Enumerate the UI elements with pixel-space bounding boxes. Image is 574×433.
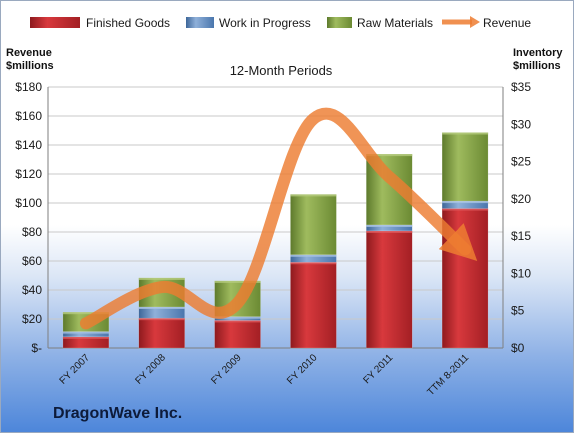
bar-finished-goods bbox=[214, 320, 261, 349]
left-axis-tick-label: $160 bbox=[15, 109, 42, 123]
left-axis-tick-label: $140 bbox=[15, 138, 42, 152]
company-name: DragonWave Inc. bbox=[53, 405, 183, 422]
bar-highlight-work-in-progress bbox=[366, 224, 413, 227]
bar-highlight-finished-goods bbox=[442, 208, 489, 211]
left-axis-tick-label: $180 bbox=[15, 80, 42, 94]
left-axis-tick-label: $- bbox=[31, 341, 42, 355]
left-axis-tick-label: $80 bbox=[22, 225, 42, 239]
bar-highlight-work-in-progress bbox=[138, 306, 185, 309]
category-label: FY 2007 bbox=[58, 352, 93, 387]
category-label: FY 2008 bbox=[133, 352, 168, 387]
left-axis-tick-label: $120 bbox=[15, 167, 42, 181]
legend-label-revenue: Revenue bbox=[483, 16, 531, 30]
bar-highlight-finished-goods bbox=[214, 320, 261, 323]
right-axis-tick-label: $5 bbox=[511, 304, 525, 318]
legend-swatch-raw-materials bbox=[327, 17, 352, 28]
bar-highlight-work-in-progress bbox=[290, 254, 337, 257]
plot-area: $- $20 $40 $60 $80 $100 $120 $140 $160 $180 $0 $5 $1… bbox=[15, 80, 531, 398]
legend-swatch-revenue-arrow bbox=[470, 16, 480, 28]
bar-highlight-finished-goods bbox=[366, 230, 413, 233]
right-axis-tick-label: $30 bbox=[511, 117, 531, 131]
right-axis-tick-label: $15 bbox=[511, 229, 531, 243]
bar-finished-goods bbox=[138, 317, 185, 349]
bar-raw-materials bbox=[290, 194, 337, 256]
right-axis-tick-label: $25 bbox=[511, 155, 531, 169]
category-label: FY 2011 bbox=[362, 352, 396, 386]
bar-highlight-finished-goods bbox=[62, 336, 109, 339]
legend-label-finished-goods: Finished Goods bbox=[86, 16, 170, 30]
bar-highlight-raw-materials bbox=[366, 154, 413, 157]
bar-highlight-finished-goods bbox=[290, 262, 337, 265]
right-axis-tick-label: $20 bbox=[511, 192, 531, 206]
right-axis-tick-label: $0 bbox=[511, 341, 525, 355]
left-axis-tick-label: $20 bbox=[22, 312, 42, 326]
left-axis-title-line1: Revenue bbox=[6, 47, 52, 59]
left-axis-tick-label: $100 bbox=[15, 196, 42, 210]
bar-highlight-work-in-progress bbox=[214, 316, 261, 319]
right-axis-tick-label: $10 bbox=[511, 266, 531, 280]
bar-finished-goods bbox=[290, 261, 337, 349]
bar-highlight-work-in-progress bbox=[62, 331, 109, 334]
legend: Finished Goods Work in Progress Raw Mate… bbox=[30, 16, 531, 30]
bar-highlight-raw-materials bbox=[290, 194, 337, 197]
left-axis-tick-label: $60 bbox=[22, 254, 42, 268]
bar-highlight-raw-materials bbox=[138, 277, 185, 280]
left-axis-title-line2: $millions bbox=[6, 60, 54, 72]
right-axis-title-line2: $millions bbox=[513, 60, 561, 72]
category-label: FY 2010 bbox=[285, 352, 320, 387]
legend-swatch-work-in-progress bbox=[186, 17, 214, 28]
bar-highlight-finished-goods bbox=[138, 318, 185, 321]
left-axis-tick-label: $40 bbox=[22, 283, 42, 297]
category-label: FY 2009 bbox=[209, 352, 244, 387]
bar-highlight-raw-materials bbox=[62, 312, 109, 315]
right-axis-tick-label: $35 bbox=[511, 80, 531, 94]
legend-label-raw-materials: Raw Materials bbox=[357, 16, 433, 30]
bar-raw-materials bbox=[441, 132, 489, 202]
category-label: TTM 8-2011 bbox=[425, 352, 471, 398]
right-axis-title-line1: Inventory bbox=[513, 47, 563, 59]
bar-finished-goods bbox=[366, 230, 413, 349]
bar-highlight-work-in-progress bbox=[442, 201, 489, 204]
legend-swatch-finished-goods bbox=[30, 17, 80, 28]
bar-highlight-raw-materials bbox=[442, 132, 489, 135]
bar-highlight-raw-materials bbox=[214, 280, 261, 283]
chart-subtitle: 12-Month Periods bbox=[230, 63, 333, 78]
revenue-line bbox=[79, 107, 478, 330]
legend-label-work-in-progress: Work in Progress bbox=[219, 16, 311, 30]
